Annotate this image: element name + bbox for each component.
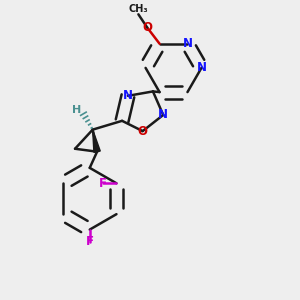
Text: H: H <box>72 105 81 115</box>
Text: F: F <box>99 177 107 190</box>
Text: F: F <box>86 236 94 248</box>
Text: O: O <box>138 124 148 138</box>
Text: N: N <box>158 108 168 122</box>
Text: N: N <box>196 61 206 74</box>
Polygon shape <box>93 130 100 152</box>
Text: CH₃: CH₃ <box>129 4 148 14</box>
Text: N: N <box>182 37 193 50</box>
Text: N: N <box>123 89 133 102</box>
Text: O: O <box>142 21 152 34</box>
